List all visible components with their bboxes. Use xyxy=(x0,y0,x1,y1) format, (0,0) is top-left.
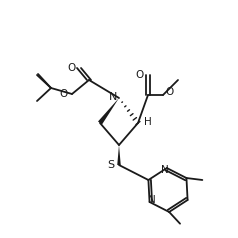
Text: N: N xyxy=(161,165,169,175)
Text: O: O xyxy=(60,89,68,99)
Polygon shape xyxy=(98,98,119,124)
Text: O: O xyxy=(67,63,75,73)
Text: S: S xyxy=(107,160,114,170)
Text: N: N xyxy=(109,92,117,102)
Text: H: H xyxy=(144,117,152,127)
Text: O: O xyxy=(166,87,174,97)
Text: O: O xyxy=(135,70,143,80)
Text: N: N xyxy=(148,195,155,205)
Polygon shape xyxy=(117,145,121,165)
